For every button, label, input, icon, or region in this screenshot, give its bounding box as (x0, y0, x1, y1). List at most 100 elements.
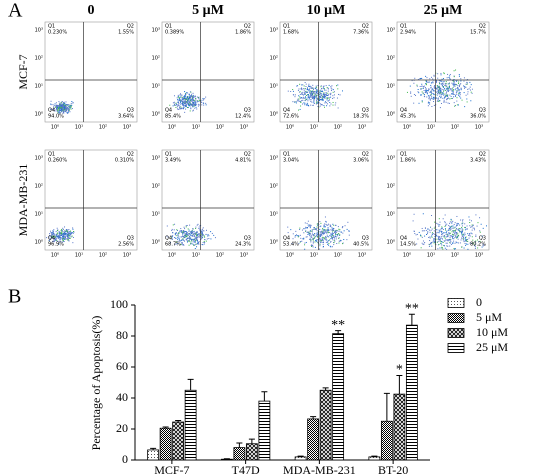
event-dot (181, 243, 183, 245)
event-dot (444, 87, 446, 89)
event-dot (430, 82, 432, 84)
event-dot (315, 96, 317, 98)
event-dot (62, 234, 64, 236)
significance-mark: ** (405, 302, 419, 317)
event-dot (418, 92, 420, 94)
event-dot (464, 106, 466, 108)
event-dot (333, 235, 335, 237)
event-dot (61, 103, 63, 105)
log-tick-label: 10⁰ (403, 253, 411, 259)
event-dot (323, 240, 325, 242)
error-bar (335, 330, 342, 334)
event-dot (481, 246, 483, 248)
event-dot (441, 247, 443, 249)
event-dot (69, 105, 71, 107)
log-tick-label: 10² (334, 125, 342, 131)
event-dot (301, 100, 303, 102)
event-dot (454, 85, 456, 87)
event-dot (315, 240, 317, 242)
event-dot (68, 108, 70, 110)
event-dot (312, 239, 314, 241)
event-dot (185, 226, 187, 228)
event-dot (190, 100, 192, 102)
event-dot (197, 103, 199, 105)
event-dot (194, 104, 196, 106)
event-dot (183, 102, 185, 104)
event-dot (348, 230, 350, 232)
event-dot (181, 104, 183, 106)
event-dot (55, 238, 57, 240)
event-dot (308, 85, 310, 87)
quadrant-name: Q4 (165, 108, 172, 114)
event-dot (452, 91, 454, 93)
event-dot (178, 236, 180, 238)
event-dot (314, 236, 316, 238)
event-dot (188, 96, 190, 98)
event-dot (311, 236, 313, 238)
event-dot (321, 96, 323, 98)
event-dot (327, 241, 329, 243)
event-dot (455, 87, 457, 89)
event-dot (333, 94, 335, 96)
event-dot (60, 102, 62, 104)
event-dot (62, 232, 64, 234)
event-dot (317, 227, 319, 229)
quadrant-name: Q1 (165, 152, 172, 158)
event-dot (325, 237, 327, 239)
event-dot (317, 241, 319, 243)
event-dot (464, 237, 466, 239)
quadrant-value: 3.04% (283, 158, 299, 164)
event-dot (178, 103, 180, 105)
log-tick-label: 10² (334, 253, 342, 259)
event-dot (432, 97, 434, 99)
event-dot (333, 228, 335, 230)
event-dot (56, 232, 58, 234)
event-dot (333, 236, 335, 238)
event-dot (330, 229, 332, 231)
event-dot (195, 233, 197, 235)
event-dot (471, 225, 473, 227)
event-dot (316, 89, 318, 91)
event-dot (311, 236, 313, 238)
event-dot (320, 98, 322, 100)
event-dot (190, 233, 192, 235)
event-dot (461, 233, 463, 235)
event-dot (186, 236, 188, 238)
event-dot (475, 234, 477, 236)
event-dot (322, 236, 324, 238)
event-dot (453, 230, 455, 232)
event-dot (316, 95, 318, 97)
event-dot (323, 231, 325, 233)
event-dot (342, 242, 344, 244)
event-dot (429, 94, 431, 96)
event-dot (196, 224, 198, 226)
event-dot (450, 88, 452, 90)
event-dot (177, 96, 179, 98)
event-dot (179, 98, 181, 100)
event-dot (443, 232, 445, 234)
event-dot (59, 104, 61, 106)
event-dot (440, 72, 442, 74)
event-dot (442, 248, 444, 250)
event-dot (192, 109, 194, 111)
event-dot (186, 238, 188, 240)
event-dot (303, 97, 305, 99)
event-dot (309, 95, 311, 97)
event-dot (189, 105, 191, 107)
event-dot (448, 225, 450, 227)
event-dot (68, 235, 70, 237)
quadrant-name: Q3 (244, 108, 251, 114)
event-dot (183, 100, 185, 102)
event-dot (437, 223, 439, 225)
event-dot (448, 97, 450, 99)
event-dot (188, 98, 190, 100)
event-dot (57, 106, 59, 108)
event-dot (421, 242, 423, 244)
event-dot (327, 243, 329, 245)
event-dot (203, 230, 205, 232)
event-dot (443, 73, 445, 75)
event-dot (177, 99, 179, 101)
log-tick-label: 10² (35, 56, 43, 62)
event-dot (458, 227, 460, 229)
event-dot (463, 80, 465, 82)
